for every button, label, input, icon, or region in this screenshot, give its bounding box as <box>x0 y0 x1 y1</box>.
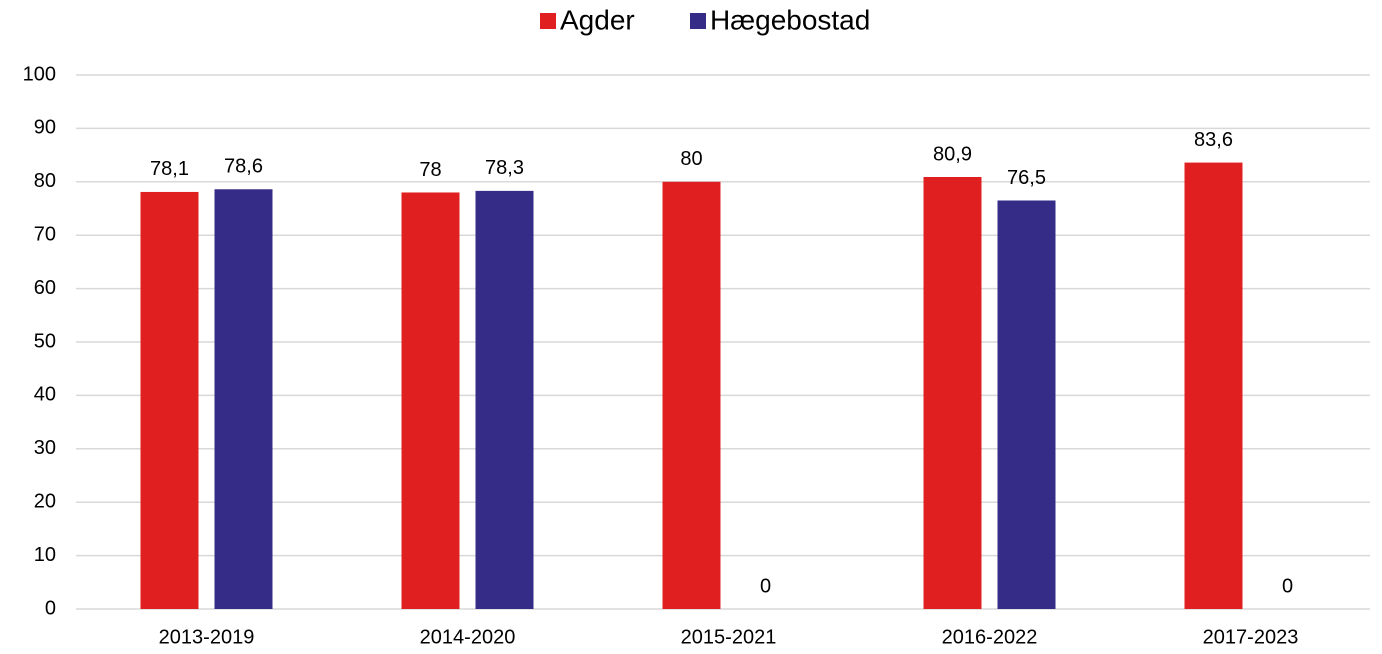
y-tick-label: 40 <box>34 384 56 406</box>
data-label: 78,6 <box>224 156 263 178</box>
y-tick-label: 50 <box>34 330 56 352</box>
y-tick-label: 70 <box>34 223 56 245</box>
data-label: 78 <box>419 159 441 181</box>
data-label: 78,3 <box>485 157 524 179</box>
x-tick-label: 2013-2019 <box>159 626 255 648</box>
y-tick-label: 60 <box>34 277 56 299</box>
data-label: 83,6 <box>1194 129 1233 151</box>
data-label: 80 <box>680 148 702 170</box>
y-tick-label: 80 <box>34 170 56 192</box>
legend-swatch <box>690 13 706 29</box>
data-label: 80,9 <box>933 143 972 165</box>
bar <box>662 181 721 610</box>
bar <box>1184 162 1243 610</box>
bar <box>923 176 982 609</box>
bar <box>140 191 199 610</box>
data-label: 76,5 <box>1007 167 1046 189</box>
y-tick-label: 0 <box>45 597 56 619</box>
legend-label: Agder <box>560 4 635 35</box>
y-tick-label: 10 <box>34 544 56 566</box>
data-label: 78,1 <box>150 158 189 180</box>
x-tick-label: 2016-2022 <box>942 626 1038 648</box>
bar <box>475 190 534 610</box>
y-tick-label: 90 <box>34 117 56 139</box>
bar <box>997 200 1056 610</box>
data-label: 0 <box>760 575 771 597</box>
y-tick-label: 30 <box>34 437 56 459</box>
bar <box>401 192 460 610</box>
x-tick-label: 2015-2021 <box>681 626 777 648</box>
x-tick-label: 2014-2020 <box>420 626 516 648</box>
x-tick-label: 2017-2023 <box>1203 626 1299 648</box>
y-tick-label: 100 <box>23 63 56 85</box>
bar <box>214 189 273 609</box>
legend-label: Hægebostad <box>710 4 870 35</box>
y-tick-label: 20 <box>34 490 56 512</box>
data-label: 0 <box>1282 575 1293 597</box>
legend-swatch <box>540 13 556 29</box>
